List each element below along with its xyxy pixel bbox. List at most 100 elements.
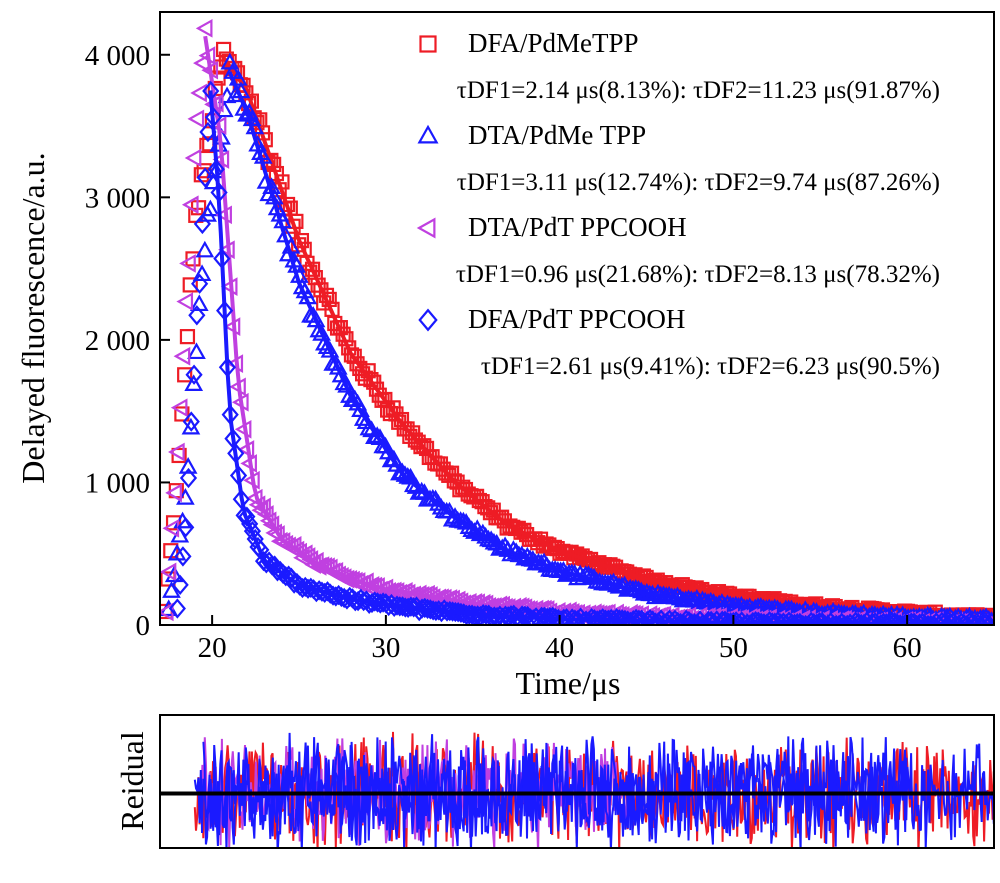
diamond-icon	[418, 308, 438, 332]
data-point	[232, 489, 250, 510]
data-point	[252, 539, 270, 560]
data-point	[171, 574, 189, 596]
data-point	[334, 373, 354, 391]
data-point	[585, 609, 603, 625]
legend-label: DFA/PdMeTPP	[468, 28, 639, 58]
data-point	[235, 505, 253, 526]
legend-item: DTA/PdT PPCOOH τDF1=0.96 μs(21.68%): τDF2…	[416, 212, 940, 288]
data-point	[182, 277, 198, 293]
data-point	[952, 612, 970, 625]
y-axis-title: Delayed fluorescence/a.u.	[15, 152, 51, 483]
data-point	[189, 294, 209, 312]
legend-label: DFA/PdT PPCOOH	[468, 304, 685, 334]
data-point	[187, 109, 205, 129]
data-point	[412, 481, 432, 499]
data-point	[185, 364, 203, 385]
data-point	[228, 69, 248, 86]
data-point	[888, 613, 906, 625]
series-4	[168, 80, 994, 625]
data-point	[724, 611, 742, 625]
data-point	[192, 264, 212, 282]
data-point	[191, 273, 209, 294]
x-tick-label: 20	[198, 632, 227, 664]
data-point	[165, 483, 182, 503]
lifetime-annotation: τDF1=0.96 μs(21.68%): τDF2=8.13 μs(78.32…	[456, 261, 940, 288]
data-layer	[160, 18, 994, 625]
data-point	[544, 606, 562, 625]
data-point	[184, 148, 202, 168]
x-tick-label: 40	[545, 632, 574, 664]
data-point	[185, 251, 201, 267]
data-point	[195, 240, 215, 258]
x-tick-label: 30	[371, 632, 400, 664]
data-point	[983, 612, 994, 625]
data-point	[165, 515, 182, 531]
residual-trace-4	[202, 734, 908, 848]
data-point	[367, 426, 387, 443]
data-point	[947, 614, 965, 625]
y-tick-label: 2 000	[85, 325, 150, 357]
data-point	[170, 398, 188, 418]
x-tick-label: 60	[893, 632, 922, 664]
data-point	[243, 520, 262, 542]
data-point	[168, 598, 186, 619]
data-point	[174, 406, 190, 422]
data-point	[955, 613, 973, 625]
y-tick-label: 1 000	[85, 467, 150, 499]
lifetime-annotation: τDF1=3.11 μs(12.74%): τDF2=9.74 μs(87.26…	[457, 169, 940, 196]
fit-line	[208, 90, 993, 625]
data-point	[783, 613, 801, 625]
data-point	[563, 608, 581, 625]
data-point	[897, 613, 915, 625]
data-point	[181, 195, 199, 215]
data-point	[699, 610, 717, 625]
legend: DFA/PdMeTPP τDF1=2.14 μs(8.13%): τDF2=11.…	[416, 28, 940, 380]
y-tick-label: 3 000	[85, 182, 150, 214]
data-point	[849, 612, 868, 625]
data-point	[162, 581, 181, 598]
data-point	[772, 613, 790, 625]
data-point	[969, 613, 987, 625]
lifetime-annotation: τDF1=2.14 μs(8.13%): τDF2=11.23 μs(91.87…	[457, 77, 940, 104]
data-point	[304, 261, 321, 277]
data-point	[164, 565, 184, 583]
data-point	[193, 213, 211, 235]
data-point	[201, 199, 220, 217]
legend-item: DTA/PdMe TPP τDF1=3.11 μs(12.74%): τDF2=9…	[417, 120, 940, 196]
data-point	[171, 447, 187, 464]
data-point	[184, 374, 204, 392]
data-point	[178, 457, 198, 474]
y-tick-label: 4 000	[85, 40, 150, 72]
data-point	[179, 467, 198, 489]
data-point	[160, 562, 177, 582]
triangle-left-icon	[416, 217, 436, 239]
data-point	[168, 442, 185, 462]
data-point	[805, 613, 823, 625]
lifetime-annotation: τDF1=2.61 μs(9.41%): τDF2=6.23 μs(90.5%)	[481, 353, 940, 380]
legend-item: DFA/PdT PPCOOH τDF1=2.61 μs(9.41%): τDF2=…	[418, 304, 940, 380]
residual-plot: Reidual	[114, 714, 995, 849]
data-point	[549, 608, 567, 625]
data-point	[402, 596, 420, 617]
x-axis-title: Time/μs	[516, 665, 621, 701]
data-point	[241, 513, 259, 535]
plot-frame	[159, 11, 995, 626]
data-point	[173, 346, 191, 366]
data-point	[196, 167, 214, 188]
data-point	[195, 18, 213, 38]
data-point	[176, 292, 194, 311]
triangle-up-icon	[417, 124, 439, 144]
main-plot: 0 1 000 2 000 3 000 4 000 20 30 40 50 60 Time/μs De…	[15, 11, 995, 701]
data-point	[238, 506, 256, 527]
data-point	[179, 329, 196, 345]
data-point	[174, 546, 192, 567]
data-point	[182, 411, 200, 432]
data-point	[877, 613, 895, 625]
data-point	[841, 613, 859, 625]
data-point	[502, 605, 520, 625]
data-point	[177, 517, 195, 538]
legend-label: DTA/PdMe TPP	[468, 120, 646, 150]
data-point	[624, 609, 642, 625]
data-point	[188, 305, 206, 326]
